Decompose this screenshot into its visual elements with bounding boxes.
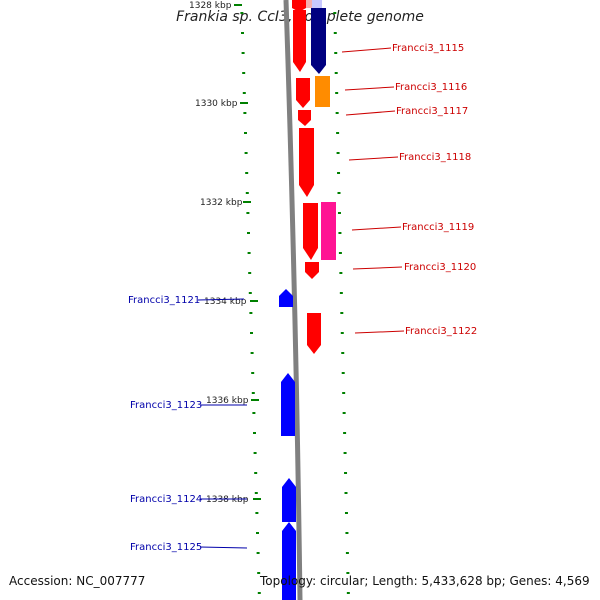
gene-arrow-francci3-1125[interactable] (282, 522, 296, 600)
gene-arrow-francci3-1120[interactable] (305, 262, 319, 279)
gene-arrow-francci3-1115-a[interactable] (293, 10, 306, 72)
leader-francci3-1117 (345, 110, 396, 116)
gene-arrow-francci3-1122[interactable] (307, 313, 321, 354)
label-francci3-1116[interactable]: Francci3_1116 (395, 82, 467, 93)
leader-francci3-1122 (354, 330, 405, 334)
label-francci3-1115[interactable]: Francci3_1115 (392, 43, 464, 54)
leader-francci3-1115 (341, 47, 392, 53)
label-francci3-1120[interactable]: Francci3_1120 (404, 262, 476, 273)
label-francci3-1119[interactable]: Francci3_1119 (402, 222, 474, 233)
gene-arrow-francci3-1115[interactable] (311, 8, 326, 74)
gene-arrow-francci3-1119-a[interactable] (303, 203, 318, 260)
gene-arrow-francci3-1121[interactable] (279, 289, 293, 307)
scale-label-1330: 1330 kbp (195, 99, 238, 109)
scale-label-1338: 1338 kbp (206, 495, 249, 505)
gene-arrow-francci3-1118[interactable] (299, 128, 314, 197)
label-francci3-1121[interactable]: Francci3_1121 (128, 295, 200, 306)
ruler-ticks-left (240, 12, 261, 594)
leader-francci3-1120 (352, 266, 403, 270)
genome-summary: Topology: circular; Length: 5,433,628 bp… (260, 574, 590, 588)
gene-arrow-francci3-1117[interactable] (298, 110, 311, 126)
leader-francci3-1125 (199, 546, 248, 549)
genome-backbone (283, 0, 303, 600)
gene-arrow-fragment[interactable] (292, 0, 306, 12)
gene-arrow-fragment-navy (312, 0, 322, 8)
scale-label-1328: 1328 kbp (189, 1, 232, 11)
label-francci3-1124[interactable]: Francci3_1124 (130, 494, 202, 505)
leader-francci3-1121 (197, 298, 245, 301)
scale-label-1332: 1332 kbp (200, 198, 243, 208)
scale-label-1334: 1334 kbp (204, 297, 247, 307)
gene-arrow-francci3-1119[interactable] (321, 202, 336, 260)
label-francci3-1125[interactable]: Francci3_1125 (130, 542, 202, 553)
gene-arrow-francci3-1116[interactable] (315, 76, 330, 107)
label-francci3-1117[interactable]: Francci3_1117 (396, 106, 468, 117)
accession-label: Accession: NC_007777 (9, 574, 146, 588)
label-francci3-1118[interactable]: Francci3_1118 (399, 152, 471, 163)
scale-label-1336: 1336 kbp (206, 396, 249, 406)
leader-francci3-1118 (348, 156, 399, 161)
leader-francci3-1116 (344, 86, 395, 91)
label-francci3-1123[interactable]: Francci3_1123 (130, 400, 202, 411)
ruler-ticks-right (333, 12, 350, 594)
leader-francci3-1119 (351, 226, 402, 231)
label-francci3-1122[interactable]: Francci3_1122 (405, 326, 477, 337)
gene-arrow-francci3-1123[interactable] (281, 373, 295, 436)
gene-arrow-francci3-1124[interactable] (282, 478, 296, 522)
gene-arrow-red-2[interactable] (296, 78, 310, 108)
